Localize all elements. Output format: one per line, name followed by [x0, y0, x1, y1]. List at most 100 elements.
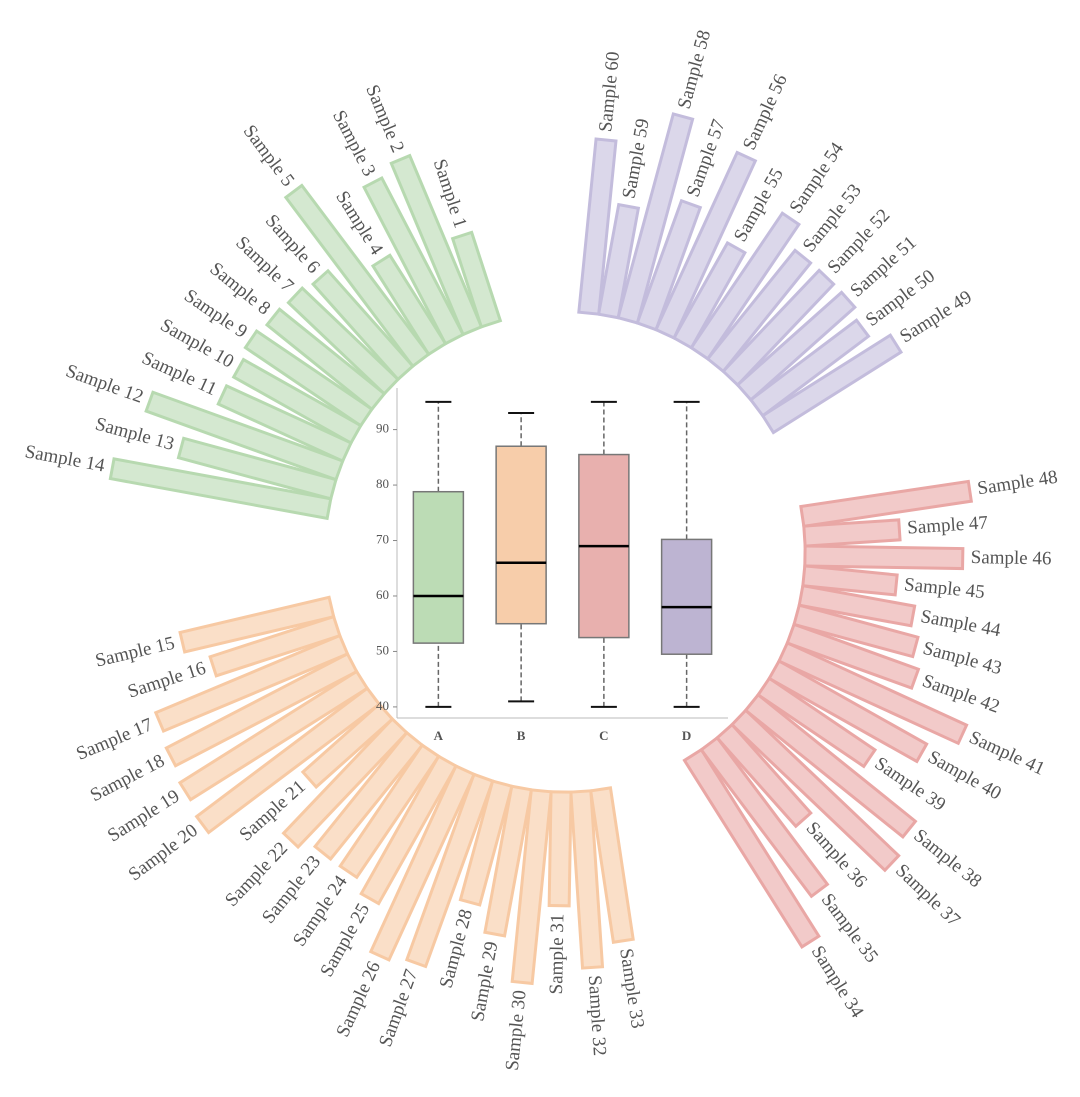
- bar: [450, 230, 503, 329]
- bar-group: [300, 702, 395, 790]
- bar: [286, 286, 401, 396]
- bar-label: Sample 31: [546, 913, 568, 994]
- y-tick-label: 40: [376, 698, 389, 713]
- bar-group: [777, 640, 969, 746]
- box: [495, 445, 547, 625]
- bar-label: Sample 15: [93, 633, 176, 672]
- bar: [803, 544, 965, 571]
- bar: [799, 479, 974, 529]
- bar-group: [483, 784, 534, 938]
- bar: [281, 716, 409, 850]
- bar: [797, 583, 917, 628]
- bar-group: [404, 772, 495, 969]
- bar-group: [715, 722, 813, 829]
- bar: [368, 764, 477, 962]
- bar-group: [682, 747, 821, 949]
- bar: [144, 390, 345, 482]
- bar: [767, 658, 929, 764]
- bar-label: Sample 14: [23, 441, 107, 476]
- bar: [510, 788, 553, 986]
- x-tick-label: A: [434, 728, 444, 743]
- bar: [176, 436, 338, 501]
- bar: [682, 747, 821, 949]
- x-tick-label: B: [517, 728, 526, 743]
- bar: [404, 772, 495, 969]
- bar-group: [264, 307, 387, 412]
- bar: [596, 202, 641, 320]
- bar-group: [362, 175, 466, 346]
- bar-group: [802, 518, 902, 548]
- bar-group: [281, 716, 409, 850]
- bar-group: [588, 786, 635, 944]
- bar-group: [767, 658, 929, 764]
- bar: [370, 253, 448, 357]
- bar: [194, 686, 382, 835]
- bar-group: [699, 735, 830, 899]
- bar-group: [368, 764, 477, 962]
- x-tick-label: D: [682, 728, 691, 743]
- bar: [705, 248, 813, 374]
- bar: [635, 198, 703, 332]
- bar-label: Sample 5: [239, 121, 299, 191]
- bar: [283, 183, 431, 369]
- bar-group: [653, 150, 758, 340]
- bar-group: [370, 253, 448, 357]
- bar: [588, 786, 635, 944]
- bar: [756, 676, 878, 769]
- bar-label: Sample 45: [903, 574, 985, 603]
- bar: [785, 622, 921, 690]
- bar: [729, 708, 901, 873]
- bar-group: [689, 211, 801, 361]
- bar-label: Sample 32: [584, 975, 610, 1057]
- bar: [653, 150, 758, 340]
- bar: [792, 603, 920, 659]
- x-tick-label: C: [599, 728, 608, 743]
- bar-group: [803, 544, 965, 571]
- bar-group: [743, 692, 918, 840]
- bar: [671, 240, 747, 350]
- bar-group: [760, 333, 904, 435]
- bar-label: Sample 29: [467, 940, 502, 1023]
- bar-group: [176, 436, 338, 501]
- bar-label: Sample 58: [674, 28, 715, 111]
- bar-label: Sample 30: [502, 989, 531, 1071]
- bar-group: [164, 651, 359, 768]
- bar-group: [510, 788, 553, 986]
- bar: [802, 518, 902, 548]
- bar-group: [748, 318, 871, 418]
- bar: [699, 735, 830, 899]
- bar: [743, 692, 918, 840]
- bar-group: [208, 614, 342, 678]
- bar-group: [785, 622, 921, 690]
- bar: [801, 564, 899, 597]
- bar-group: [797, 583, 917, 628]
- bar-label: Sample 2: [361, 82, 408, 156]
- bar: [231, 357, 363, 446]
- bar: [264, 307, 387, 412]
- bar-label: Sample 56: [739, 71, 792, 153]
- bar-label: Sample 27: [375, 967, 422, 1050]
- y-tick-label: 90: [376, 421, 389, 436]
- bar: [338, 743, 441, 880]
- bar-group: [596, 202, 641, 320]
- bar: [108, 457, 333, 521]
- y-tick-label: 50: [376, 642, 389, 657]
- bar-group: [283, 183, 431, 369]
- bar-group: [450, 230, 503, 329]
- bar-group: [635, 198, 703, 332]
- bar-group: [310, 268, 415, 382]
- bar: [300, 702, 395, 790]
- bar-group: [721, 268, 836, 388]
- bar-label: Sample 46: [971, 547, 1052, 569]
- bar: [208, 614, 342, 678]
- bar-group: [144, 390, 345, 482]
- bar-group: [108, 457, 333, 521]
- bar-label: Sample 47: [907, 512, 989, 538]
- bar: [310, 268, 415, 382]
- bar: [577, 137, 618, 316]
- bar-group: [178, 595, 336, 654]
- bar: [547, 790, 573, 908]
- bar: [616, 112, 695, 325]
- bar: [362, 175, 466, 346]
